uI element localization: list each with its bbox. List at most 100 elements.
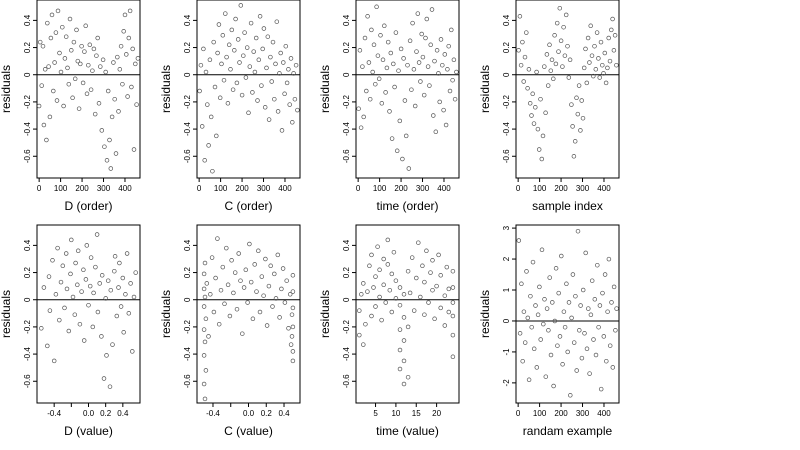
scatter-point — [432, 316, 437, 322]
scatter-point — [571, 154, 577, 159]
scatter-point — [373, 81, 378, 87]
scatter-point — [67, 16, 73, 22]
scatter-point — [583, 250, 588, 256]
x-tick-label: 400 — [118, 184, 132, 193]
scatter-point — [414, 275, 419, 281]
scatter-point — [37, 39, 43, 45]
scatter-point — [213, 275, 218, 281]
scatter-point — [520, 39, 525, 45]
scatter-point — [75, 248, 81, 254]
scatter-point — [385, 262, 391, 267]
scatter-point — [402, 98, 408, 103]
scatter-point — [379, 317, 384, 323]
scatter-point — [533, 303, 538, 308]
scatter-point — [572, 139, 578, 144]
scatter-point — [362, 35, 368, 41]
scatter-point — [392, 84, 397, 90]
scatter-point — [206, 143, 211, 148]
scatter-point — [563, 12, 569, 18]
scatter-point — [197, 88, 202, 94]
scatter-point — [516, 238, 522, 243]
scatter-point — [290, 349, 296, 354]
scatter-point — [102, 144, 107, 149]
y-tick-label: 0 — [502, 72, 511, 77]
scatter-point — [228, 67, 233, 72]
y-tick-label: 0.2 — [183, 266, 192, 278]
y-tick-label: 0.4 — [342, 14, 351, 26]
scatter-point — [259, 274, 265, 279]
scatter-point — [203, 368, 209, 373]
scatter-point — [247, 241, 252, 247]
scatter-point — [373, 274, 378, 279]
scatter-point — [581, 65, 587, 71]
scatter-point — [425, 64, 431, 69]
scatter-point — [361, 342, 366, 347]
scatter-point — [535, 312, 541, 318]
scatter-point — [225, 101, 231, 106]
scatter-point — [356, 106, 361, 111]
scatter-point — [116, 109, 121, 114]
scatter-point — [542, 64, 547, 69]
scatter-point — [566, 75, 572, 80]
scatter-point — [224, 54, 229, 60]
scatter-point — [540, 133, 546, 139]
scatter-point — [366, 60, 372, 65]
scatter-point — [101, 376, 107, 381]
scatter-point — [446, 309, 452, 315]
scatter-point — [128, 281, 133, 286]
scatter-point — [111, 60, 116, 65]
scatter-point — [287, 102, 292, 107]
x-tick-label: 0 — [37, 184, 42, 193]
scatter-point — [454, 69, 459, 75]
scatter-point — [51, 88, 56, 94]
scatter-point — [201, 304, 207, 309]
y-tick-label: -0.2 — [502, 94, 511, 108]
scatter-point — [284, 80, 290, 86]
scatter-point — [371, 285, 376, 290]
scatter-point — [405, 374, 411, 380]
scatter-point — [446, 43, 451, 49]
scatter-point — [290, 305, 296, 311]
scatter-point — [210, 168, 215, 174]
scatter-point — [522, 340, 528, 345]
y-tick-label: 0.2 — [183, 41, 192, 53]
scatter-point — [549, 57, 555, 63]
scatter-point — [405, 268, 411, 274]
scatter-point — [265, 34, 271, 39]
scatter-point — [41, 122, 47, 128]
scatter-point — [202, 158, 207, 163]
scatter-point — [530, 91, 535, 97]
y-tick-label: 1 — [502, 287, 511, 292]
scatter-point — [570, 124, 575, 129]
scatter-point — [610, 16, 615, 22]
scatter-point — [220, 33, 226, 38]
scatter-panel-6: 5 10 15 20 -0.6 -0.4 -0.2 0 0.2 0.4 time (value) re… — [318, 224, 460, 438]
scatter-point — [429, 7, 435, 12]
scatter-point — [293, 62, 299, 68]
scatter-point — [606, 35, 611, 41]
scatter-point — [73, 260, 78, 266]
x-tick-label: 100 — [214, 184, 228, 193]
scatter-point — [409, 255, 415, 260]
scatter-point — [203, 69, 209, 75]
y-tick-label: 0 — [183, 72, 192, 77]
scatter-point — [224, 245, 229, 251]
scatter-point — [525, 86, 530, 91]
scatter-point — [557, 5, 563, 11]
scatter-point — [247, 64, 253, 69]
scatter-point — [290, 324, 296, 330]
scatter-point — [57, 50, 62, 56]
scatter-point — [55, 8, 61, 14]
scatter-point — [72, 312, 78, 317]
scatter-point — [546, 328, 551, 333]
scatter-point — [524, 269, 529, 274]
scatter-point — [595, 262, 600, 268]
scatter-point — [68, 271, 73, 277]
scatter-point — [80, 80, 86, 86]
scatter-point — [100, 57, 106, 63]
scatter-point — [260, 46, 265, 52]
scatter-point — [279, 128, 285, 133]
plot-frame — [36, 224, 141, 404]
scatter-point — [611, 48, 617, 53]
scatter-point — [243, 267, 249, 273]
